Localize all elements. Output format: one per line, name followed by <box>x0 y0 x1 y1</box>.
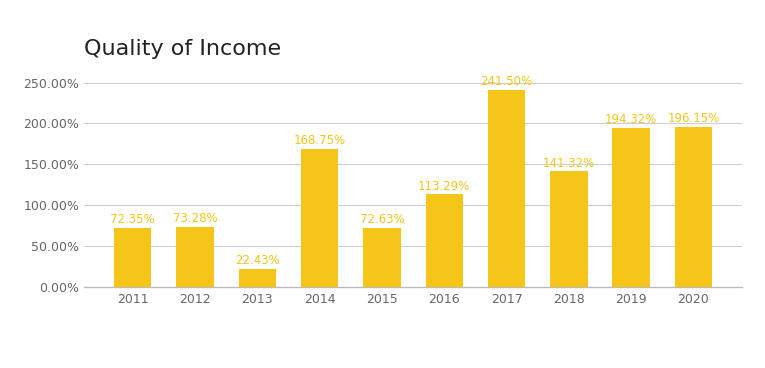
Bar <box>301 149 338 287</box>
Text: 22.43%: 22.43% <box>235 254 280 267</box>
Bar <box>425 194 463 287</box>
Bar <box>363 228 401 287</box>
Bar <box>239 269 276 287</box>
Text: 73.28%: 73.28% <box>173 212 217 226</box>
Bar <box>177 227 213 287</box>
Text: 241.50%: 241.50% <box>480 75 532 88</box>
Text: 72.63%: 72.63% <box>360 213 405 226</box>
Bar <box>613 128 649 287</box>
Legend: Quality of Income: Quality of Income <box>341 364 485 368</box>
Text: 113.29%: 113.29% <box>418 180 470 193</box>
Text: 72.35%: 72.35% <box>110 213 155 226</box>
Text: 168.75%: 168.75% <box>294 134 346 148</box>
Text: 194.32%: 194.32% <box>605 113 657 127</box>
Text: 141.32%: 141.32% <box>542 157 595 170</box>
Bar <box>550 171 588 287</box>
Text: Quality of Income: Quality of Income <box>84 39 282 59</box>
Bar <box>675 127 712 287</box>
Text: 196.15%: 196.15% <box>667 112 720 125</box>
Bar <box>114 228 151 287</box>
Bar <box>488 89 526 287</box>
